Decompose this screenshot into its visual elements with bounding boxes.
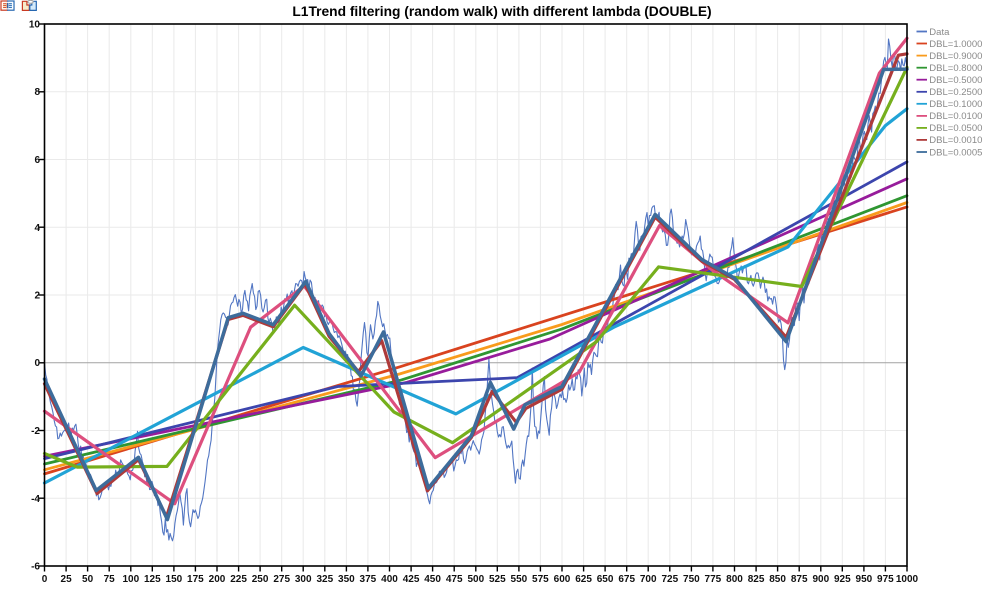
svg-text:Data: Data — [929, 27, 950, 38]
svg-text:650: 650 — [597, 574, 614, 585]
svg-text:6: 6 — [34, 155, 40, 166]
svg-text:500: 500 — [467, 574, 484, 585]
svg-text:DBL=0.1000: DBL=0.1000 — [929, 99, 982, 110]
svg-text:725: 725 — [661, 574, 678, 585]
svg-text:250: 250 — [252, 574, 269, 585]
svg-text:DBL=0.0005: DBL=0.0005 — [929, 147, 982, 158]
svg-text:225: 225 — [230, 574, 247, 585]
svg-text:925: 925 — [834, 574, 851, 585]
svg-text:825: 825 — [748, 574, 765, 585]
svg-text:675: 675 — [618, 574, 635, 585]
svg-text:-4: -4 — [31, 494, 40, 505]
svg-text:0: 0 — [34, 358, 40, 369]
svg-text:DBL=0.0100: DBL=0.0100 — [929, 111, 982, 122]
svg-text:DBL=0.0010: DBL=0.0010 — [929, 135, 982, 146]
svg-text:550: 550 — [511, 574, 528, 585]
svg-text:350: 350 — [338, 574, 355, 585]
svg-text:275: 275 — [273, 574, 290, 585]
svg-text:875: 875 — [791, 574, 808, 585]
svg-text:475: 475 — [446, 574, 463, 585]
svg-text:775: 775 — [705, 574, 722, 585]
svg-text:450: 450 — [424, 574, 441, 585]
svg-text:2: 2 — [34, 291, 40, 302]
svg-text:0: 0 — [42, 574, 48, 585]
svg-text:10: 10 — [29, 20, 41, 31]
svg-text:DBL=0.9000: DBL=0.9000 — [929, 51, 982, 62]
svg-text:400: 400 — [381, 574, 398, 585]
svg-text:200: 200 — [209, 574, 226, 585]
svg-text:DBL=0.2500: DBL=0.2500 — [929, 87, 982, 98]
svg-text:1000: 1000 — [896, 574, 919, 585]
svg-text:25: 25 — [61, 574, 73, 585]
svg-text:900: 900 — [812, 574, 829, 585]
svg-text:950: 950 — [856, 574, 873, 585]
svg-text:425: 425 — [403, 574, 420, 585]
svg-text:4: 4 — [34, 223, 40, 234]
svg-text:DBL=0.0500: DBL=0.0500 — [929, 123, 982, 134]
svg-text:575: 575 — [532, 574, 549, 585]
svg-text:975: 975 — [877, 574, 894, 585]
svg-text:150: 150 — [166, 574, 183, 585]
svg-text:125: 125 — [144, 574, 161, 585]
svg-text:-2: -2 — [31, 426, 40, 437]
svg-text:700: 700 — [640, 574, 657, 585]
svg-text:175: 175 — [187, 574, 204, 585]
svg-text:75: 75 — [104, 574, 116, 585]
svg-text:750: 750 — [683, 574, 700, 585]
svg-text:DBL=0.5000: DBL=0.5000 — [929, 75, 982, 86]
svg-text:50: 50 — [82, 574, 94, 585]
svg-text:DBL=0.8000: DBL=0.8000 — [929, 63, 982, 74]
svg-text:625: 625 — [575, 574, 592, 585]
svg-text:325: 325 — [316, 574, 333, 585]
svg-text:800: 800 — [726, 574, 743, 585]
svg-text:100: 100 — [122, 574, 139, 585]
svg-text:525: 525 — [489, 574, 506, 585]
svg-text:600: 600 — [554, 574, 571, 585]
svg-text:300: 300 — [295, 574, 312, 585]
svg-text:8: 8 — [34, 87, 40, 98]
svg-text:375: 375 — [360, 574, 377, 585]
svg-text:850: 850 — [769, 574, 786, 585]
svg-text:L1Trend filtering (random walk: L1Trend filtering (random walk) with dif… — [292, 4, 711, 19]
svg-text:DBL=1.0000: DBL=1.0000 — [929, 39, 982, 50]
svg-text:-6: -6 — [31, 562, 40, 573]
